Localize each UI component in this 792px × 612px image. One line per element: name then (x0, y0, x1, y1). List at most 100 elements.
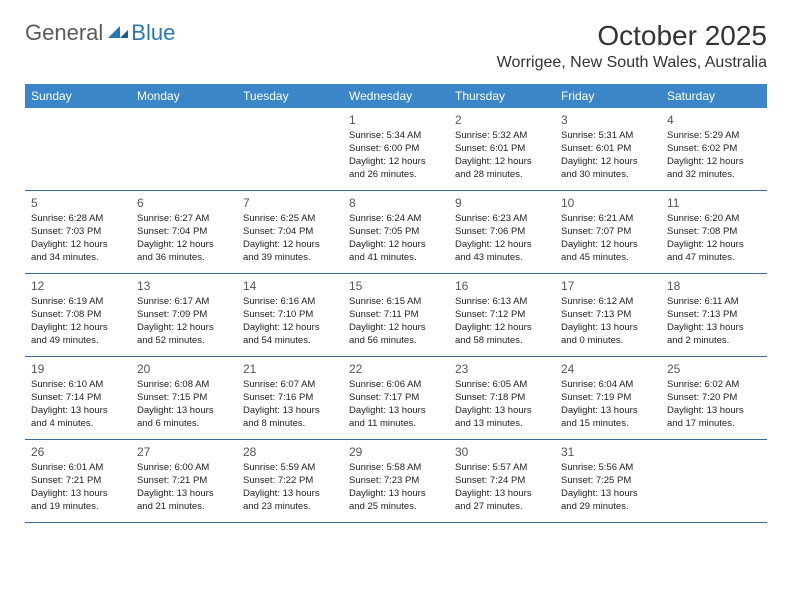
day-sunset: Sunset: 7:14 PM (31, 392, 125, 405)
day-sunset: Sunset: 7:23 PM (349, 475, 443, 488)
weeks: 1Sunrise: 5:34 AMSunset: 6:00 PMDaylight… (25, 108, 767, 523)
day-daylight2: and 28 minutes. (455, 169, 549, 182)
day-sunrise: Sunrise: 6:07 AM (243, 379, 337, 392)
day-sunrise: Sunrise: 5:56 AM (561, 462, 655, 475)
day-daylight1: Daylight: 13 hours (31, 488, 125, 501)
day-daylight1: Daylight: 12 hours (561, 239, 655, 252)
day-number: 26 (31, 444, 125, 460)
day-sunrise: Sunrise: 5:57 AM (455, 462, 549, 475)
week-row: 26Sunrise: 6:01 AMSunset: 7:21 PMDayligh… (25, 440, 767, 523)
day-daylight2: and 52 minutes. (137, 335, 231, 348)
day-number: 8 (349, 195, 443, 211)
day-daylight1: Daylight: 13 hours (667, 322, 761, 335)
day-daylight2: and 4 minutes. (31, 418, 125, 431)
day-cell: 24Sunrise: 6:04 AMSunset: 7:19 PMDayligh… (555, 357, 661, 439)
day-cell: 6Sunrise: 6:27 AMSunset: 7:04 PMDaylight… (131, 191, 237, 273)
day-number: 9 (455, 195, 549, 211)
week-row: 1Sunrise: 5:34 AMSunset: 6:00 PMDaylight… (25, 108, 767, 191)
day-daylight1: Daylight: 12 hours (455, 239, 549, 252)
day-daylight1: Daylight: 13 hours (349, 405, 443, 418)
day-sunset: Sunset: 7:24 PM (455, 475, 549, 488)
day-sunset: Sunset: 7:15 PM (137, 392, 231, 405)
day-sunset: Sunset: 7:21 PM (137, 475, 231, 488)
day-daylight1: Daylight: 13 hours (455, 405, 549, 418)
location: Worrigee, New South Wales, Australia (497, 54, 767, 72)
day-daylight2: and 43 minutes. (455, 252, 549, 265)
day-daylight1: Daylight: 12 hours (455, 322, 549, 335)
day-cell: 5Sunrise: 6:28 AMSunset: 7:03 PMDaylight… (25, 191, 131, 273)
day-number: 30 (455, 444, 549, 460)
day-cell (661, 440, 767, 522)
day-sunrise: Sunrise: 6:13 AM (455, 296, 549, 309)
calendar: Sunday Monday Tuesday Wednesday Thursday… (25, 84, 767, 523)
day-cell: 26Sunrise: 6:01 AMSunset: 7:21 PMDayligh… (25, 440, 131, 522)
day-sunrise: Sunrise: 6:00 AM (137, 462, 231, 475)
day-cell: 27Sunrise: 6:00 AMSunset: 7:21 PMDayligh… (131, 440, 237, 522)
day-sunrise: Sunrise: 6:10 AM (31, 379, 125, 392)
day-number: 10 (561, 195, 655, 211)
day-sunrise: Sunrise: 5:31 AM (561, 130, 655, 143)
day-daylight1: Daylight: 12 hours (243, 322, 337, 335)
week-row: 5Sunrise: 6:28 AMSunset: 7:03 PMDaylight… (25, 191, 767, 274)
day-daylight1: Daylight: 12 hours (349, 322, 443, 335)
day-number: 16 (455, 278, 549, 294)
day-sunset: Sunset: 6:02 PM (667, 143, 761, 156)
day-daylight1: Daylight: 12 hours (349, 156, 443, 169)
day-sunset: Sunset: 6:01 PM (455, 143, 549, 156)
day-daylight2: and 56 minutes. (349, 335, 443, 348)
day-number: 7 (243, 195, 337, 211)
day-number: 25 (667, 361, 761, 377)
day-cell: 16Sunrise: 6:13 AMSunset: 7:12 PMDayligh… (449, 274, 555, 356)
day-cell: 30Sunrise: 5:57 AMSunset: 7:24 PMDayligh… (449, 440, 555, 522)
day-daylight1: Daylight: 12 hours (137, 322, 231, 335)
day-number: 1 (349, 112, 443, 128)
day-sunset: Sunset: 7:17 PM (349, 392, 443, 405)
day-number: 19 (31, 361, 125, 377)
day-sunset: Sunset: 7:19 PM (561, 392, 655, 405)
day-daylight2: and 23 minutes. (243, 501, 337, 514)
day-cell: 13Sunrise: 6:17 AMSunset: 7:09 PMDayligh… (131, 274, 237, 356)
day-daylight1: Daylight: 12 hours (667, 239, 761, 252)
day-daylight2: and 58 minutes. (455, 335, 549, 348)
day-daylight2: and 36 minutes. (137, 252, 231, 265)
day-daylight2: and 8 minutes. (243, 418, 337, 431)
day-cell: 3Sunrise: 5:31 AMSunset: 6:01 PMDaylight… (555, 108, 661, 190)
day-header-saturday: Saturday (661, 84, 767, 108)
day-header-wednesday: Wednesday (343, 84, 449, 108)
day-cell: 7Sunrise: 6:25 AMSunset: 7:04 PMDaylight… (237, 191, 343, 273)
day-sunset: Sunset: 7:11 PM (349, 309, 443, 322)
day-cell (237, 108, 343, 190)
day-number: 17 (561, 278, 655, 294)
day-daylight2: and 41 minutes. (349, 252, 443, 265)
day-cell: 20Sunrise: 6:08 AMSunset: 7:15 PMDayligh… (131, 357, 237, 439)
day-cell: 1Sunrise: 5:34 AMSunset: 6:00 PMDaylight… (343, 108, 449, 190)
day-daylight2: and 0 minutes. (561, 335, 655, 348)
day-header-friday: Friday (555, 84, 661, 108)
day-cell: 29Sunrise: 5:58 AMSunset: 7:23 PMDayligh… (343, 440, 449, 522)
day-sunrise: Sunrise: 6:24 AM (349, 213, 443, 226)
day-daylight2: and 39 minutes. (243, 252, 337, 265)
logo-text-general: General (25, 20, 103, 46)
day-daylight1: Daylight: 13 hours (243, 405, 337, 418)
day-number: 23 (455, 361, 549, 377)
day-cell: 4Sunrise: 5:29 AMSunset: 6:02 PMDaylight… (661, 108, 767, 190)
calendar-page: General Blue October 2025 Worrigee, New … (0, 0, 792, 543)
day-daylight1: Daylight: 13 hours (667, 405, 761, 418)
day-daylight2: and 30 minutes. (561, 169, 655, 182)
day-cell (131, 108, 237, 190)
day-daylight2: and 25 minutes. (349, 501, 443, 514)
logo-text-blue: Blue (131, 20, 175, 46)
day-cell: 15Sunrise: 6:15 AMSunset: 7:11 PMDayligh… (343, 274, 449, 356)
day-daylight2: and 45 minutes. (561, 252, 655, 265)
day-cell: 28Sunrise: 5:59 AMSunset: 7:22 PMDayligh… (237, 440, 343, 522)
day-header-tuesday: Tuesday (237, 84, 343, 108)
day-sunrise: Sunrise: 6:06 AM (349, 379, 443, 392)
day-number: 31 (561, 444, 655, 460)
day-sunset: Sunset: 7:03 PM (31, 226, 125, 239)
day-sunrise: Sunrise: 6:23 AM (455, 213, 549, 226)
day-daylight2: and 11 minutes. (349, 418, 443, 431)
day-sunset: Sunset: 7:21 PM (31, 475, 125, 488)
day-daylight1: Daylight: 13 hours (561, 405, 655, 418)
day-daylight1: Daylight: 12 hours (31, 239, 125, 252)
day-sunset: Sunset: 7:10 PM (243, 309, 337, 322)
